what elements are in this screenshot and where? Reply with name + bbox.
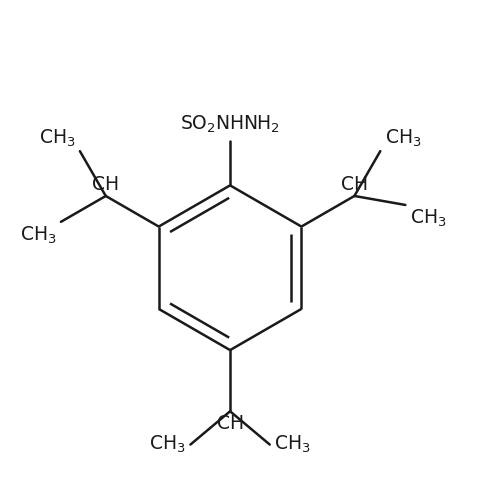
Text: CH$_3$: CH$_3$	[410, 207, 447, 228]
Text: CH: CH	[341, 175, 368, 194]
Text: CH: CH	[92, 175, 119, 194]
Text: CH$_3$: CH$_3$	[149, 434, 186, 455]
Text: SO$_2$NHNH$_2$: SO$_2$NHNH$_2$	[180, 114, 280, 135]
Text: CH$_3$: CH$_3$	[20, 224, 56, 246]
Text: CH$_3$: CH$_3$	[385, 127, 422, 149]
Text: CH$_3$: CH$_3$	[274, 434, 311, 455]
Text: CH$_3$: CH$_3$	[38, 127, 75, 149]
Text: CH: CH	[217, 414, 244, 433]
